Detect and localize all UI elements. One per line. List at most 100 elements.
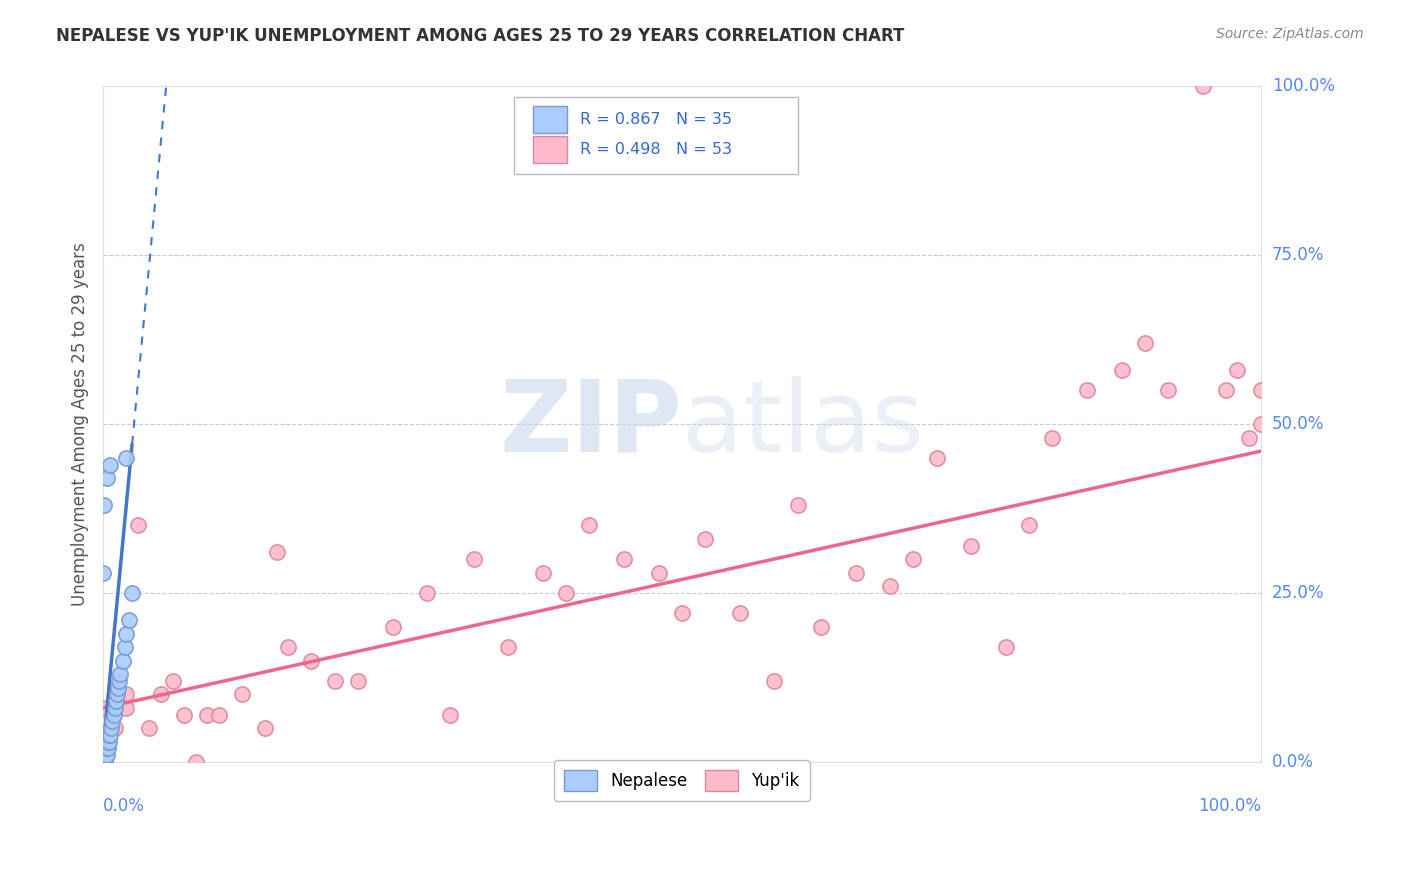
Point — [613, 552, 636, 566]
Text: NEPALESE VS YUP'IK UNEMPLOYMENT AMONG AGES 25 TO 29 YEARS CORRELATION CHART: NEPALESE VS YUP'IK UNEMPLOYMENT AMONG AG… — [56, 27, 904, 45]
Point — [960, 539, 983, 553]
Point — [1133, 336, 1156, 351]
Point — [195, 707, 218, 722]
Point — [323, 673, 346, 688]
Text: 0.0%: 0.0% — [1272, 753, 1313, 771]
Point — [381, 620, 404, 634]
Point — [810, 620, 832, 634]
Point — [97, 734, 120, 748]
Point — [94, 748, 117, 763]
FancyBboxPatch shape — [515, 96, 797, 174]
Point — [101, 714, 124, 729]
Point — [728, 607, 751, 621]
Y-axis label: Unemployment Among Ages 25 to 29 years: Unemployment Among Ages 25 to 29 years — [72, 243, 89, 606]
Point — [91, 755, 114, 769]
Point — [108, 673, 131, 688]
Point — [97, 728, 120, 742]
Point — [105, 687, 128, 701]
Point — [138, 721, 160, 735]
Text: ZIP: ZIP — [499, 376, 682, 473]
Text: atlas: atlas — [682, 376, 924, 473]
Point — [555, 586, 578, 600]
Text: Source: ZipAtlas.com: Source: ZipAtlas.com — [1216, 27, 1364, 41]
Point — [111, 654, 134, 668]
Point — [903, 552, 925, 566]
Point — [463, 552, 485, 566]
Point — [1157, 384, 1180, 398]
Point — [879, 579, 901, 593]
Point — [1018, 518, 1040, 533]
Point — [97, 741, 120, 756]
Point — [91, 755, 114, 769]
Point — [115, 450, 138, 465]
Point — [648, 566, 671, 580]
Point — [98, 728, 121, 742]
Point — [98, 458, 121, 472]
Point — [671, 607, 693, 621]
Point — [96, 741, 118, 756]
Point — [115, 626, 138, 640]
Point — [496, 640, 519, 654]
Point — [114, 640, 136, 654]
Point — [107, 681, 129, 695]
Point — [91, 701, 114, 715]
Point — [1237, 431, 1260, 445]
Point — [91, 755, 114, 769]
Text: 75.0%: 75.0% — [1272, 246, 1324, 264]
FancyBboxPatch shape — [533, 106, 567, 133]
Point — [531, 566, 554, 580]
Point — [277, 640, 299, 654]
Point — [104, 721, 127, 735]
Point — [162, 673, 184, 688]
Point — [1250, 417, 1272, 431]
Point — [150, 687, 173, 701]
Point — [1226, 363, 1249, 377]
Point — [93, 755, 115, 769]
Point — [1076, 384, 1098, 398]
Point — [1111, 363, 1133, 377]
Point — [1191, 79, 1213, 94]
Point — [173, 707, 195, 722]
Point — [786, 498, 808, 512]
Point — [1040, 431, 1063, 445]
Point — [693, 532, 716, 546]
Point — [96, 471, 118, 485]
Point — [231, 687, 253, 701]
Point — [96, 748, 118, 763]
FancyBboxPatch shape — [533, 136, 567, 163]
Point — [94, 755, 117, 769]
Point — [115, 687, 138, 701]
Point — [127, 518, 149, 533]
Point — [104, 694, 127, 708]
Point — [93, 755, 115, 769]
Text: 25.0%: 25.0% — [1272, 584, 1324, 602]
Point — [103, 707, 125, 722]
Point — [578, 518, 600, 533]
Text: 100.0%: 100.0% — [1272, 78, 1334, 95]
Point — [104, 701, 127, 715]
Point — [208, 707, 231, 722]
Text: 0.0%: 0.0% — [103, 797, 145, 814]
Point — [115, 701, 138, 715]
Point — [254, 721, 277, 735]
Point — [763, 673, 786, 688]
Point — [97, 734, 120, 748]
Text: 100.0%: 100.0% — [1198, 797, 1261, 814]
Text: R = 0.867   N = 35: R = 0.867 N = 35 — [581, 112, 733, 127]
Point — [301, 654, 323, 668]
Point — [995, 640, 1018, 654]
Point — [266, 545, 288, 559]
Point — [416, 586, 439, 600]
Point — [91, 566, 114, 580]
Point — [1215, 384, 1237, 398]
Point — [439, 707, 461, 722]
Text: R = 0.498   N = 53: R = 0.498 N = 53 — [581, 143, 733, 157]
Point — [93, 498, 115, 512]
Text: 50.0%: 50.0% — [1272, 415, 1324, 434]
Point — [925, 450, 948, 465]
Point — [93, 755, 115, 769]
Point — [184, 755, 207, 769]
Point — [100, 721, 122, 735]
Point — [844, 566, 866, 580]
Point — [346, 673, 368, 688]
